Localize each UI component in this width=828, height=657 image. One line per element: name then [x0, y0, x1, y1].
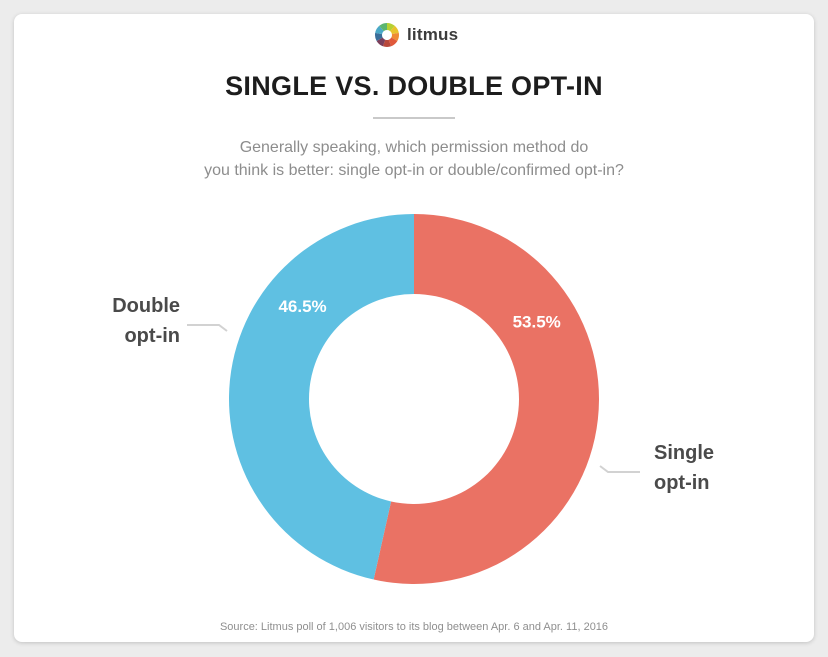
infographic-card: litmus SINGLE VS. DOUBLE OPT-IN Generall…	[14, 14, 814, 642]
logo-segment	[376, 37, 386, 47]
slice-category-label: Double	[112, 295, 180, 317]
litmus-logo-icon	[375, 23, 399, 47]
slice-category-label: opt-in	[124, 325, 180, 347]
slice-double-opt-in	[228, 214, 414, 580]
source-note: Source: Litmus poll of 1,006 visitors to…	[219, 621, 609, 633]
brand-name: litmus	[407, 25, 459, 44]
title-divider	[373, 117, 455, 119]
donut-chart: 53.5% Single opt-in 46.5% Double opt-in	[112, 214, 714, 584]
slice-category-label: opt-in	[654, 472, 710, 494]
chart-title: SINGLE VS. DOUBLE OPT-IN	[225, 71, 603, 101]
logo-segment	[388, 37, 398, 47]
brand-header: litmus	[374, 22, 458, 48]
subtitle-line-2: you think is better: single opt-in or do…	[204, 162, 624, 179]
logo-segment	[375, 25, 384, 35]
logo-segment	[382, 39, 392, 47]
logo-segment	[387, 23, 395, 32]
label-leader-line	[599, 465, 640, 473]
logo-segment	[379, 23, 387, 32]
slice-value-label: 46.5%	[278, 297, 326, 316]
slice-category-label: Single	[654, 442, 714, 464]
logo-segment	[391, 32, 399, 41]
logo-segment	[375, 32, 383, 41]
subtitle-line-1: Generally speaking, which permission met…	[239, 139, 589, 156]
logo-segment	[390, 25, 399, 35]
slice-single-opt-in	[373, 214, 599, 584]
chart-subtitle: Generally speaking, which permission met…	[164, 136, 664, 182]
label-leader-line	[187, 324, 228, 332]
slice-value-label: 53.5%	[513, 313, 561, 332]
